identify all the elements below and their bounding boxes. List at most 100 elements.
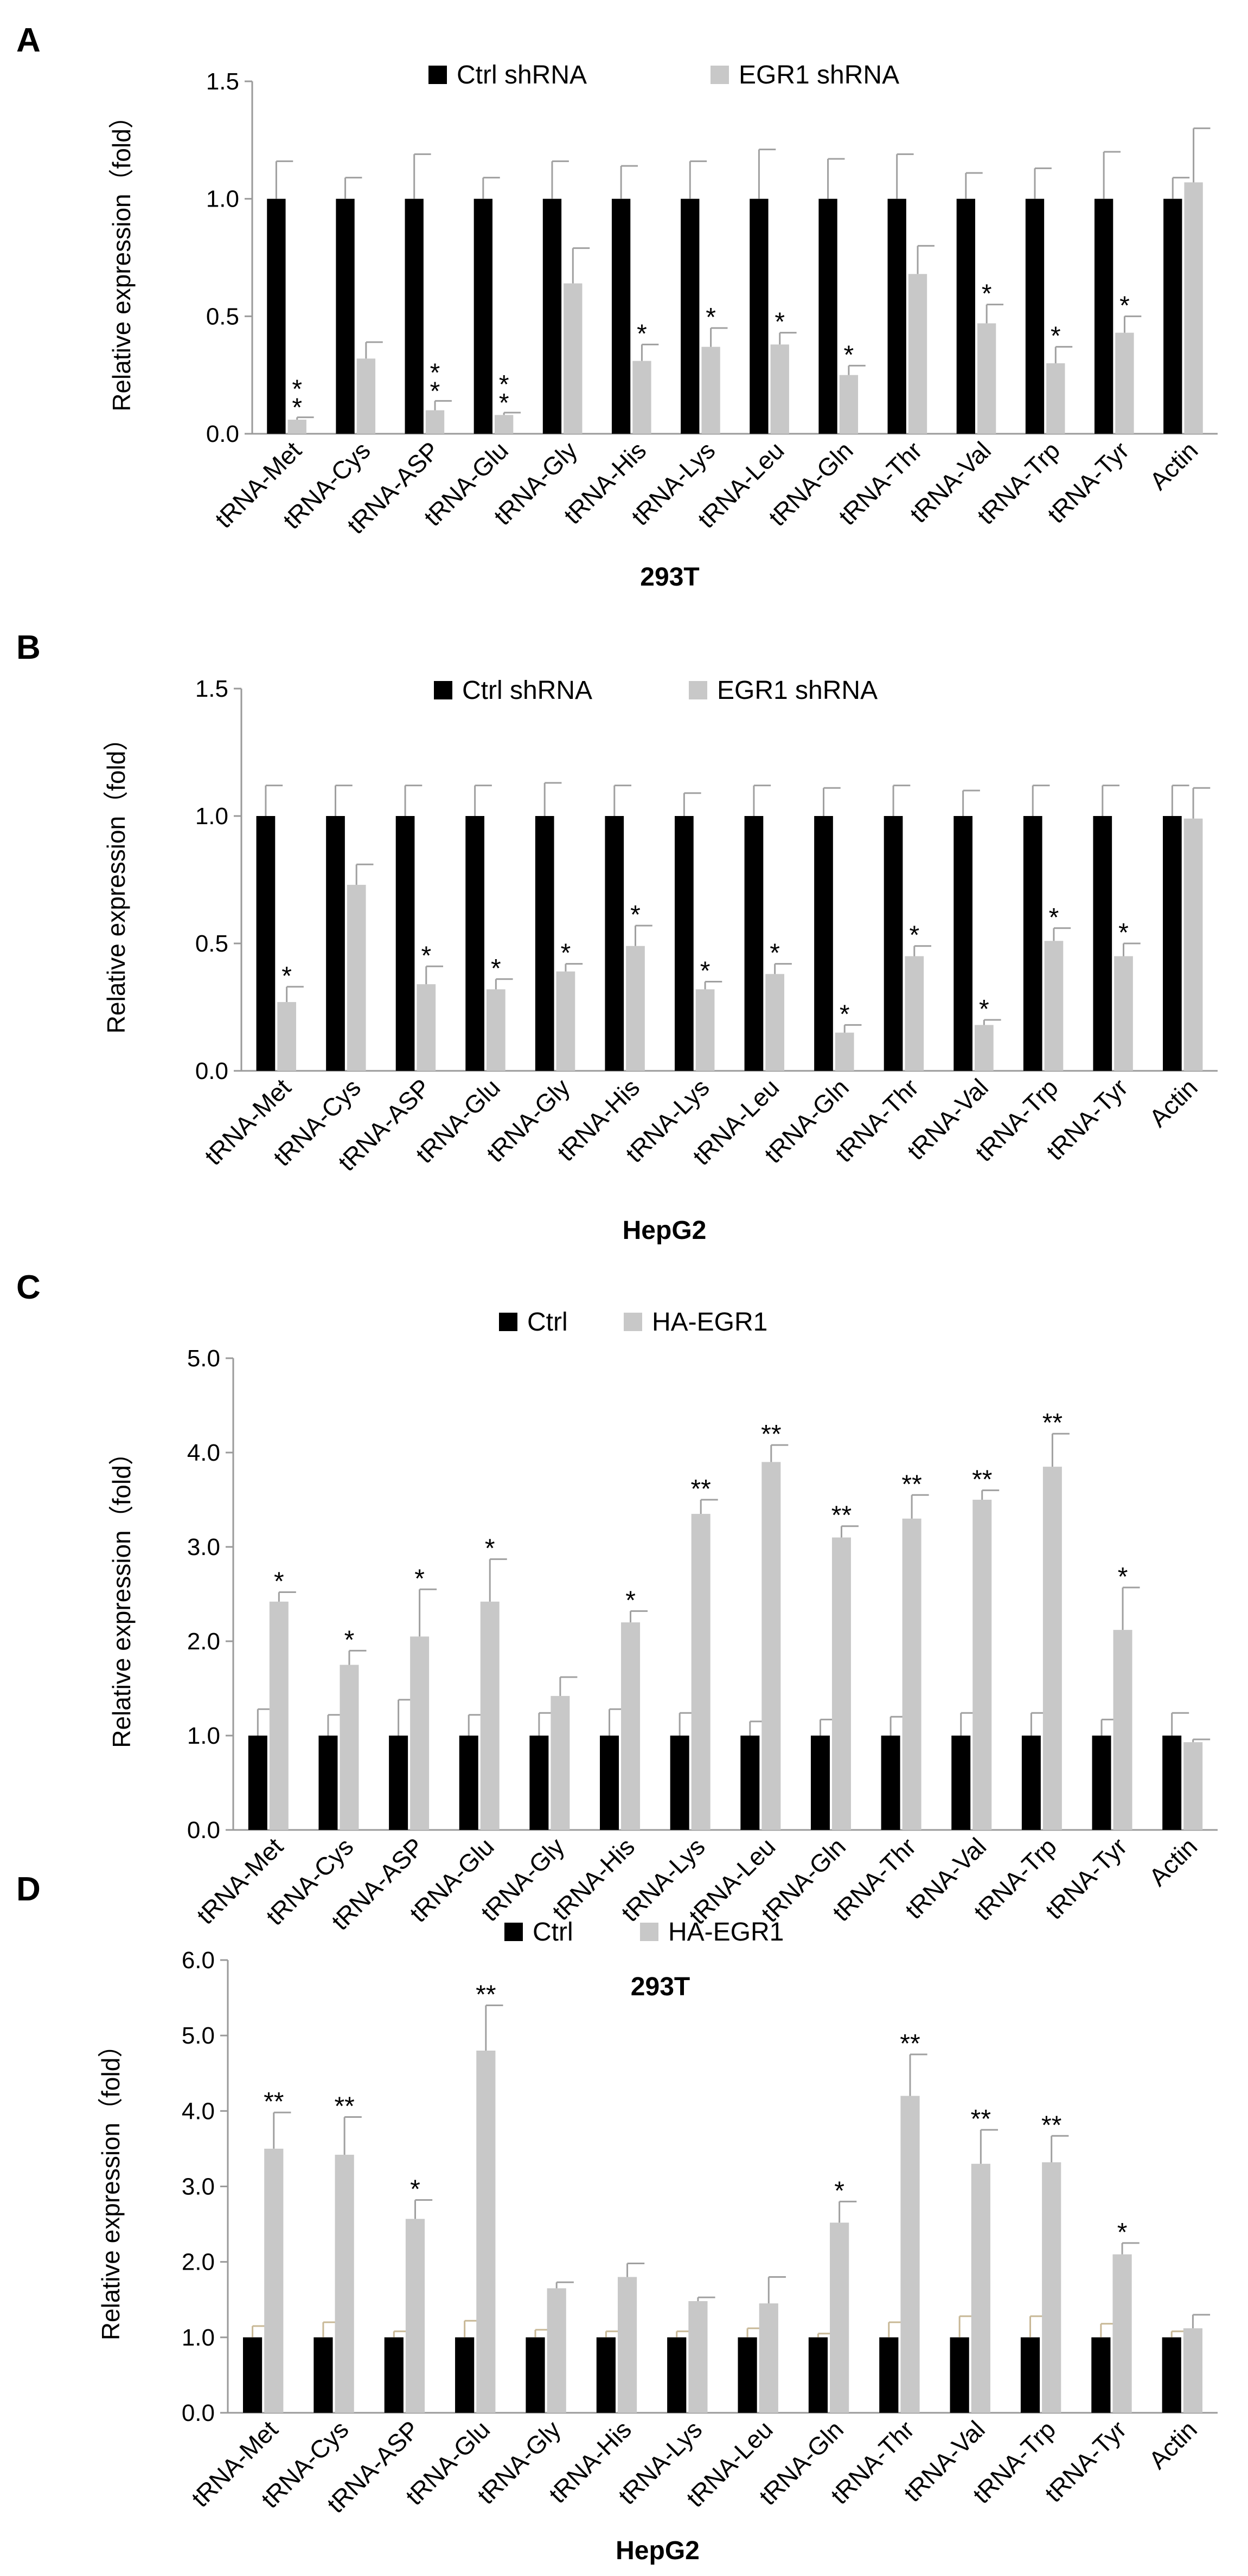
significance-label: * <box>421 941 431 970</box>
significance-label: * <box>625 1586 636 1615</box>
bar-treat <box>831 1537 851 1830</box>
significance-label: ** <box>972 1466 992 1494</box>
bar-ctrl <box>951 1736 971 1830</box>
bar-ctrl <box>465 816 484 1071</box>
significance-label: * <box>840 1000 850 1029</box>
bar-ctrl <box>1023 816 1042 1071</box>
bar-treat <box>1115 332 1134 434</box>
significance-label: * <box>561 939 571 968</box>
y-tick-label: 1.0 <box>195 803 228 830</box>
bar-ctrl <box>248 1736 267 1830</box>
legend-label-treat: EGR1 shRNA <box>717 676 878 705</box>
legend-swatch-treat <box>624 1313 642 1331</box>
legend-label-treat: HA-EGR1 <box>652 1308 767 1337</box>
legend-label-ctrl: Ctrl <box>533 1918 573 1947</box>
legend-label-ctrl: Ctrl shRNA <box>462 676 592 705</box>
y-axis-label: Relative expression（fold） <box>107 104 136 412</box>
y-tick-label: 0.0 <box>187 1817 220 1843</box>
significance-label: * <box>979 995 989 1024</box>
significance-label: ** <box>1042 1409 1063 1437</box>
bar-ctrl <box>395 816 415 1071</box>
y-tick-label: 0.5 <box>206 303 239 330</box>
bar-ctrl <box>887 198 906 434</box>
panel-c: C 0.0 1.0 2.0 3.0 4.0 5.0 Relative expression（f… <box>16 1269 1218 2001</box>
bar-treat <box>759 2303 778 2413</box>
bar-treat <box>632 361 651 434</box>
y-tick-label: 0.0 <box>206 421 239 447</box>
y-tick-label: 3.0 <box>187 1534 220 1560</box>
bar-ctrl <box>738 2337 757 2413</box>
bar-ctrl <box>455 2337 475 2413</box>
bar-treat <box>902 1518 921 1830</box>
bar-treat <box>688 2301 708 2413</box>
bar-ctrl <box>681 198 700 434</box>
bar-ctrl <box>389 1736 408 1830</box>
bar-treat <box>547 2288 566 2413</box>
legend-swatch-ctrl <box>499 1313 517 1331</box>
significance-label: ** <box>334 2092 354 2121</box>
significance-label: * <box>292 394 302 422</box>
y-tick-label: 2.0 <box>187 1628 220 1655</box>
significance-label: * <box>637 319 647 348</box>
significance-label: * <box>909 921 919 950</box>
bar-treat <box>971 2163 990 2413</box>
y-tick-label: 6.0 <box>182 1947 215 1974</box>
y-tick-label: 2.0 <box>182 2249 215 2276</box>
bar-treat <box>765 974 784 1071</box>
significance-label: ** <box>1041 2111 1061 2140</box>
significance-label: * <box>834 2176 844 2205</box>
bar-ctrl <box>1020 2337 1040 2413</box>
y-tick-label: 5.0 <box>182 2022 215 2049</box>
bar-treat <box>1042 1467 1062 1830</box>
bar-ctrl <box>242 2337 263 2413</box>
bar-treat <box>839 375 859 434</box>
y-tick-label: 1.0 <box>182 2324 215 2351</box>
x-tick-label: Actin <box>1143 2415 1202 2474</box>
significance-label: * <box>775 308 785 337</box>
bar-treat <box>1184 182 1203 434</box>
bar-ctrl <box>542 198 562 434</box>
bar-treat <box>476 2051 496 2413</box>
y-tick-label: 4.0 <box>187 1440 220 1466</box>
bar-ctrl <box>267 198 286 434</box>
bar-ctrl <box>750 198 769 434</box>
bar-ctrl <box>605 816 624 1071</box>
bar-ctrl <box>675 816 694 1071</box>
x-axis-label: 293T <box>640 563 699 592</box>
bar-ctrl <box>600 1736 619 1830</box>
bar-ctrl <box>459 1736 478 1830</box>
significance-label: * <box>1051 322 1061 351</box>
bar-ctrl <box>1092 1736 1111 1830</box>
significance-label: * <box>485 1534 495 1563</box>
y-axis-label: Relative expression（fold） <box>97 2033 125 2341</box>
x-axis-label: HepG2 <box>616 2536 700 2565</box>
bar-treat <box>691 1514 711 1830</box>
bar-treat <box>908 274 927 434</box>
significance-label: ** <box>476 1981 496 2009</box>
bar-ctrl <box>535 816 554 1071</box>
bar-ctrl <box>1091 2337 1111 2413</box>
bar-treat <box>900 2096 920 2413</box>
bar-ctrl <box>336 198 355 434</box>
significance-label: * <box>1117 2218 1128 2247</box>
bar-treat <box>701 346 720 434</box>
panel-letter: D <box>16 1871 41 1908</box>
bar-treat <box>1114 956 1133 1071</box>
bar-treat <box>695 989 715 1071</box>
y-tick-label: 0.0 <box>195 1058 228 1084</box>
bar-ctrl <box>1162 2337 1181 2413</box>
significance-label: * <box>1119 291 1130 320</box>
significance-label: * <box>630 901 641 929</box>
legend-swatch-treat <box>640 1923 658 1941</box>
x-axis-label: 293T <box>631 1973 690 2001</box>
bar-treat <box>835 1032 854 1071</box>
y-tick-label: 1.0 <box>206 186 239 213</box>
x-tick-label: Actin <box>1144 1073 1203 1132</box>
significance-label: * <box>410 2175 420 2204</box>
bar-treat <box>975 1025 994 1071</box>
bar-treat <box>410 1636 430 1830</box>
bar-treat <box>287 420 306 434</box>
significance-label: ** <box>691 1475 711 1504</box>
bar-ctrl <box>818 198 837 434</box>
bar-ctrl <box>1163 816 1182 1071</box>
